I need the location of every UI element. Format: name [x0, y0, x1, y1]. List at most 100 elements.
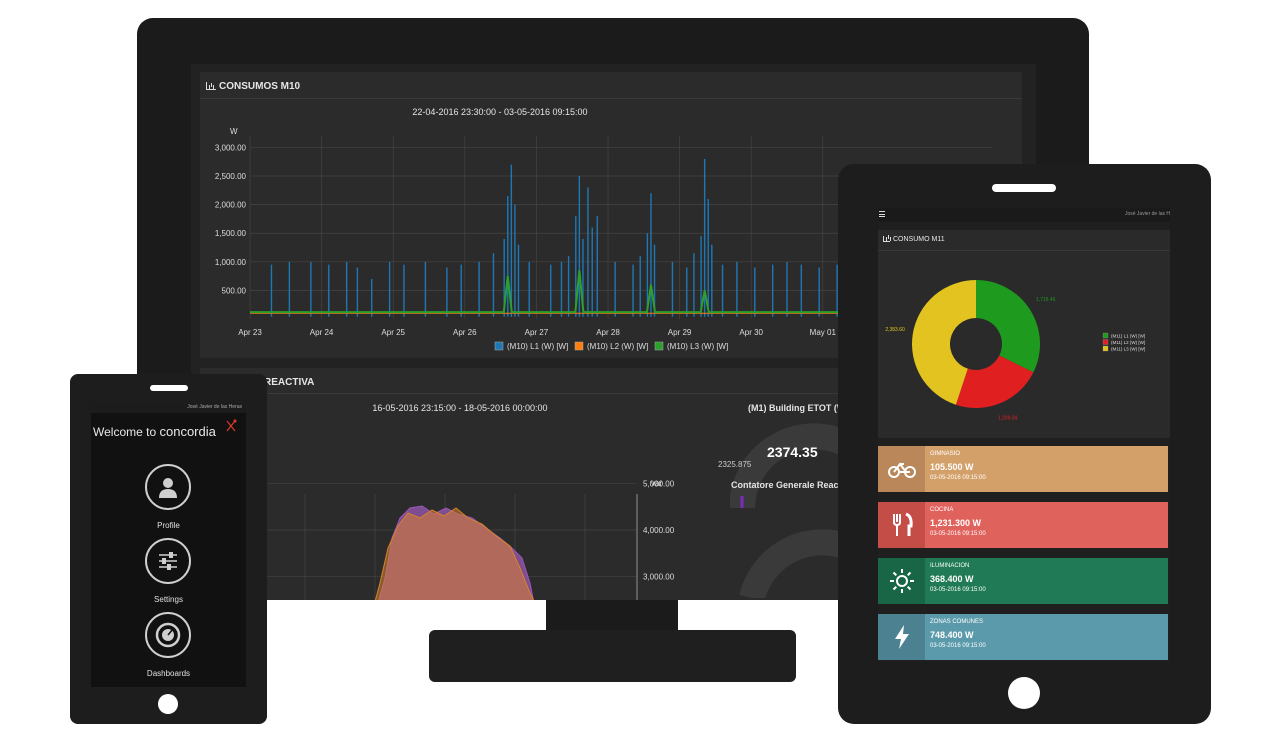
panel-divider — [200, 98, 1022, 99]
y-tick-label: 1,500.00 — [215, 229, 247, 238]
gauge-caption: Contatore Generale React — [731, 480, 842, 490]
tile-name: ILUMINACION — [930, 563, 970, 569]
y-tick-label: 5,000.00 — [643, 479, 675, 488]
tile-value: 105.500 W — [930, 462, 974, 472]
tile-date: 03-05-2016 09:15:00 — [930, 475, 986, 481]
tablet-panel-header: CONSUMO M11 — [883, 236, 945, 243]
tablet-home-button[interactable] — [1008, 677, 1040, 709]
bar-chart-icon — [206, 82, 216, 91]
chart-title: 22-04-2016 23:30:00 - 03-05-2016 09:15:0… — [412, 107, 588, 117]
tile-iluminacion[interactable]: ILUMINACION 368.400 W 03-05-2016 09:15:00 — [878, 558, 1168, 604]
menu-label-profile[interactable]: Profile — [157, 521, 180, 530]
tile-date: 03-05-2016 09:15:00 — [930, 587, 986, 593]
legend-swatch — [574, 341, 584, 351]
legend-label: (M11) L1 (W) [W] — [1111, 334, 1145, 339]
y-tick-label: 500.00 — [222, 286, 247, 295]
bolt-icon — [878, 614, 925, 660]
menu-label-dashboards[interactable]: Dashboards — [146, 669, 191, 678]
menu-label-settings[interactable]: Settings — [154, 595, 183, 604]
gauge-title: (M1) Building ETOT (W — [748, 403, 846, 413]
monitor-base — [429, 630, 796, 682]
y-axis-label: var — [651, 479, 662, 488]
tile-value: 1,231.300 W — [930, 518, 982, 528]
legend-label: (M11) L2 (W) [W] — [1111, 340, 1145, 345]
x-tick-label: Apr 26 — [453, 328, 477, 337]
y-tick-label: 3,000.00 — [643, 573, 675, 582]
legend-label: (M10) L1 (W) [W] — [507, 342, 568, 351]
cutlery-icon — [878, 502, 925, 548]
reactiva-panel-title: REACTIVA — [264, 377, 315, 388]
x-tick-label: Apr 23 — [238, 328, 262, 337]
legend-swatch — [654, 341, 664, 351]
y-tick-label: 1,000.00 — [215, 258, 247, 267]
tile-name: COCINA — [930, 507, 954, 513]
x-tick-label: Apr 29 — [668, 328, 692, 337]
legend-swatch — [1102, 345, 1109, 352]
x-tick-label: Apr 28 — [596, 328, 620, 337]
consumo-m11-panel: CONSUMO M11 1,715.46 1,209.04 2,383.60 (M11… — [878, 230, 1170, 438]
pie-slice — [976, 280, 1040, 373]
x-tick-label: May 01 — [810, 328, 837, 337]
pie-value-label: 2,383.60 — [885, 327, 905, 333]
legend-swatch — [1102, 339, 1109, 345]
pie-value-label: 1,715.46 — [1036, 297, 1056, 303]
dashboards-button[interactable] — [145, 612, 191, 658]
gauge-icon — [155, 622, 181, 648]
panel-header: CONSUMOS M10 — [206, 81, 300, 92]
phone-topbar: José Javier de las Heras — [91, 403, 246, 413]
profile-button[interactable] — [145, 464, 191, 510]
pie-value-label: 1,209.04 — [998, 416, 1018, 422]
pie-slice — [912, 280, 976, 405]
pie-slice — [955, 355, 1034, 408]
pie-chart: 1,715.46 1,209.04 2,383.60 (M11) L1 (W) [W]… — [885, 280, 1145, 422]
y-axis-label: W — [230, 127, 238, 136]
tablet-screen: José Javier de las H CONSUMO M11 1,715.4… — [878, 208, 1170, 662]
tablet-speaker — [992, 184, 1056, 192]
legend-swatch — [494, 341, 504, 351]
sliders-icon — [159, 552, 177, 570]
tile-cocina[interactable]: COCINA 1,231.300 W 03-05-2016 09:15:00 — [878, 502, 1168, 548]
x-tick-label: Apr 24 — [310, 328, 334, 337]
legend-label: (M10) L3 (W) [W] — [667, 342, 728, 351]
tile-zonas-comunes[interactable]: ZONAS COMUNES 748.400 W 03-05-2016 09:15:0… — [878, 614, 1168, 660]
legend-label: (M11) L3 (W) [W] — [1111, 347, 1145, 352]
tile-name: ZONAS COMUNES — [930, 619, 984, 625]
welcome-text: Welcome to concordia — [93, 424, 216, 439]
area-chart: 5,000.00 4,000.00 3,000.00 var — [266, 479, 675, 600]
tile-value: 748.400 W — [930, 630, 974, 640]
user-icon — [159, 478, 177, 498]
tile-name: GIMNASIO — [930, 451, 961, 457]
tile-value: 368.400 W — [930, 574, 974, 584]
bar-chart-icon — [883, 236, 890, 243]
gauge-min: 2325.875 — [718, 460, 752, 469]
y-tick-label: 4,000.00 — [643, 526, 675, 535]
brand-logo-icon — [226, 419, 237, 432]
tile-date: 03-05-2016 09:15:00 — [930, 643, 986, 649]
tablet-user-name: José Javier de las H — [1124, 211, 1170, 217]
tile-date: 03-05-2016 09:15:00 — [930, 531, 986, 537]
y-tick-label: 2,000.00 — [215, 201, 247, 210]
brand-name: concordia — [159, 424, 216, 439]
settings-button[interactable] — [145, 538, 191, 584]
area-series-orange — [374, 507, 535, 600]
hamburger-menu-icon[interactable] — [879, 211, 885, 217]
gauge-value: 2374.35 — [767, 444, 818, 460]
phone-home-button[interactable] — [158, 694, 178, 714]
sun-icon — [878, 558, 925, 604]
tile-gimnasio[interactable]: GIMNASIO 105.500 W 03-05-2016 09:15:00 — [878, 446, 1168, 492]
bicycle-icon — [878, 446, 925, 492]
tablet-panel-title: CONSUMO M11 — [893, 236, 945, 243]
legend-swatch — [1102, 332, 1109, 339]
x-tick-label: Apr 30 — [739, 328, 763, 337]
tablet-topbar: José Javier de las H — [878, 208, 1170, 222]
x-tick-label: Apr 25 — [381, 328, 405, 337]
phone-user-name: José Javier de las Heras — [187, 404, 242, 410]
x-tick-label: Apr 27 — [525, 328, 549, 337]
welcome-label: Welcome to — [93, 425, 157, 439]
reactiva-chart-title: 16-05-2016 23:15:00 - 18-05-2016 00:00:0… — [372, 403, 548, 413]
y-tick-label: 2,500.00 — [215, 172, 247, 181]
panel-title: CONSUMOS M10 — [219, 81, 301, 92]
phone-speaker — [150, 385, 188, 391]
panel-divider — [878, 250, 1170, 251]
legend-label: (M10) L2 (W) [W] — [587, 342, 648, 351]
